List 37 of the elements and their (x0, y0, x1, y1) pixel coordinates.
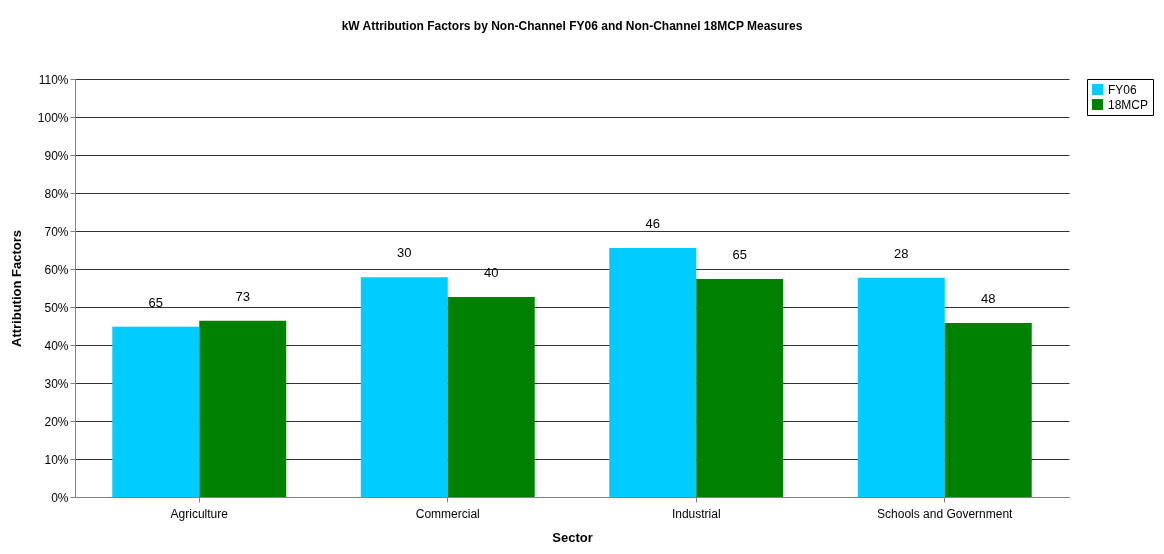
annotation: 48 (981, 290, 996, 306)
annotation: 65 (732, 246, 747, 262)
annotation: 73 (235, 288, 250, 304)
legend-label: 18MCP (1108, 97, 1149, 112)
annotation: 40 (484, 265, 499, 281)
x-tick-label: Commercial (415, 506, 480, 521)
bar (360, 277, 448, 497)
bar (112, 326, 200, 497)
chart-title: kW Attribution Factors by Non-Channel FY06 and Non-Channel 18MCP Measures (341, 19, 803, 33)
x-axis-title: Sector (552, 529, 593, 545)
y-tick-label: 100% (37, 110, 69, 125)
bar (447, 297, 535, 497)
y-tick-label: 80% (44, 186, 69, 201)
bar (857, 277, 945, 497)
y-tick-label: 110% (38, 72, 69, 87)
bar (944, 322, 1032, 497)
y-tick-label: 60% (44, 262, 69, 277)
y-tick-label: 50% (44, 300, 69, 315)
x-tick-label: Schools and Government (877, 506, 1014, 521)
annotation: 30 (397, 245, 412, 261)
annotation: 65 (148, 294, 163, 310)
y-axis-title: Attribution Factors (8, 230, 24, 347)
bar (609, 248, 697, 497)
y-tick-label: 40% (44, 338, 69, 353)
y-tick-label: 70% (44, 224, 69, 239)
y-tick-label: 10% (44, 452, 69, 467)
y-tick-label: 30% (44, 376, 69, 391)
annotation: 28 (894, 245, 909, 261)
y-tick-label: 20% (44, 414, 69, 429)
x-tick-label: Industrial (671, 506, 721, 521)
legend-label: FY06 (1108, 82, 1138, 97)
x-tick-label: Agriculture (170, 506, 229, 521)
y-tick-label: 90% (44, 148, 69, 163)
annotation: 46 (645, 216, 660, 232)
bar (696, 278, 784, 497)
y-tick-label: 0% (51, 490, 69, 505)
bar (199, 320, 287, 497)
